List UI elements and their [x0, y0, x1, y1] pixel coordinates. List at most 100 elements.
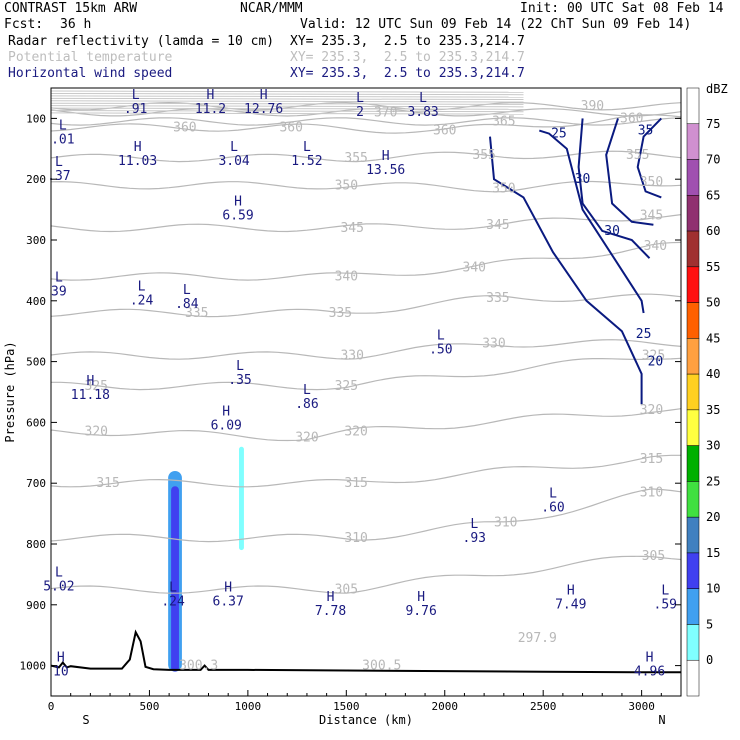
extremum-value: 6.59 [222, 209, 253, 224]
extremum-value: 11.2 [195, 102, 226, 117]
theta-label: 320 [344, 425, 367, 440]
colorbar-level: 75 [706, 117, 720, 131]
extremum-kind: H [234, 195, 242, 210]
forecast-label: Fcst: [4, 17, 44, 32]
theta-contour-dense [51, 105, 524, 108]
colorbar-swatch [686, 409, 700, 446]
wind-label: 25 [551, 127, 567, 142]
extremum-value: 6.09 [211, 418, 242, 433]
colorbar-swatch [686, 659, 700, 697]
wind-contour [577, 118, 651, 259]
colorbar-level: 25 [706, 474, 720, 488]
extremum-kind: H [260, 88, 268, 103]
extremum-value: .50 [429, 342, 452, 357]
colorbar-swatch [686, 373, 700, 411]
wind-contour-lines [489, 117, 663, 405]
x-tick-label: 2000 [432, 700, 459, 713]
theta-contour [51, 293, 681, 318]
reflectivity-cell [171, 486, 179, 672]
theta-contour-dense [51, 97, 524, 101]
colorbar-level: 55 [706, 260, 720, 274]
x-tick-label: 500 [140, 700, 160, 713]
extremum-kind: L [132, 88, 140, 103]
extremum-kind: H [86, 374, 94, 389]
extremum-kind: H [57, 651, 65, 666]
y-tick-label: 400 [26, 295, 46, 308]
init-time: Init: 00 UTC Sat 08 Feb 14 [520, 1, 724, 16]
extremum-value: .60 [541, 500, 564, 515]
colorbar-unit: dBZ [706, 82, 728, 96]
field-name-wind: Horizontal wind speed [8, 66, 173, 81]
colorbar-level: 60 [706, 224, 720, 238]
extremum-kind: H [207, 88, 215, 103]
theta-contour-dense [51, 92, 524, 96]
theta-contour [51, 117, 681, 126]
extremum-value: 5.02 [43, 579, 74, 594]
theta-label: 345 [486, 218, 509, 233]
y-tick-label: 500 [26, 356, 46, 369]
theta-label: 300.3 [179, 659, 218, 674]
theta-contour-dense [51, 109, 524, 113]
theta-contour [51, 357, 681, 391]
theta-label: 335 [185, 306, 208, 321]
x-tick-label: 2500 [530, 700, 557, 713]
x-tick-label: 1000 [235, 700, 262, 713]
right-end-label: N [658, 713, 665, 727]
extremum-value: 11.03 [118, 154, 157, 169]
extremum-kind: L [303, 140, 311, 155]
colorbar-level: 5 [706, 617, 713, 631]
extremum-kind: L [55, 155, 63, 170]
extremum-value: 39 [51, 285, 67, 300]
axes: 0 500 1000 1500 2000 2500 3000 100 200 300 400 500 6… [3, 112, 681, 727]
theta-contour [51, 241, 681, 281]
forecast-hour: 36 h [60, 17, 92, 32]
colorbar-level: 70 [706, 153, 720, 167]
left-end-label: S [82, 713, 89, 727]
extremum-value: 10 [53, 665, 69, 680]
theta-label: 360 [620, 111, 643, 126]
extremum-value: 6.37 [213, 595, 244, 610]
extremum-value: 13.56 [366, 163, 405, 178]
theta-contour [51, 339, 681, 360]
theta-label: 345 [640, 209, 663, 224]
extremum-kind: L [356, 91, 364, 106]
organization: NCAR/MMM [240, 1, 303, 16]
extremum-value: 3.04 [218, 154, 249, 169]
y-tick-label: 800 [26, 538, 46, 551]
theta-label: 350 [492, 181, 515, 196]
theta-label: 350 [640, 175, 663, 190]
theta-label: 335 [329, 306, 352, 321]
theta-contour-dense [51, 100, 524, 103]
extremum-kind: H [134, 140, 142, 155]
theta-label: 315 [344, 476, 367, 491]
contour-labels: 390 370 360 360 360 365 360 355 355 355 350 350 350 3… [85, 99, 668, 673]
extremum-value: .91 [124, 102, 147, 117]
extremum-value: .86 [295, 397, 318, 412]
theta-label: 365 [492, 114, 515, 129]
y-tick-label: 1000 [20, 660, 47, 673]
theta-label: 330 [482, 336, 505, 351]
theta-label: 390 [581, 99, 604, 114]
x-tick-label: 3000 [628, 700, 655, 713]
reflectivity-shading [168, 446, 244, 672]
theta-label: 360 [433, 124, 456, 139]
extremum-value: .93 [463, 531, 486, 546]
colorbar-level: 15 [706, 546, 720, 560]
field-xy-wind: XY= 235.3, 2.5 to 235.3,214.7 [290, 66, 525, 81]
extremum-value: 7.49 [555, 598, 586, 613]
theta-label: 335 [486, 291, 509, 306]
theta-contour-dense [51, 90, 524, 93]
colorbar-level: 0 [706, 653, 713, 667]
theta-label: 300.5 [362, 659, 401, 674]
y-tick-label: 600 [26, 416, 46, 429]
extremum-value: 9.76 [405, 604, 436, 619]
extremum-kind: L [549, 486, 557, 501]
theta-label: 315 [96, 476, 119, 491]
theta-contour [51, 555, 681, 594]
extremum-kind: L [470, 517, 478, 532]
colorbar-level: 20 [706, 510, 720, 524]
theta-label: 320 [640, 403, 663, 418]
theta-contour [51, 114, 681, 134]
y-tick-label: 200 [26, 173, 46, 186]
